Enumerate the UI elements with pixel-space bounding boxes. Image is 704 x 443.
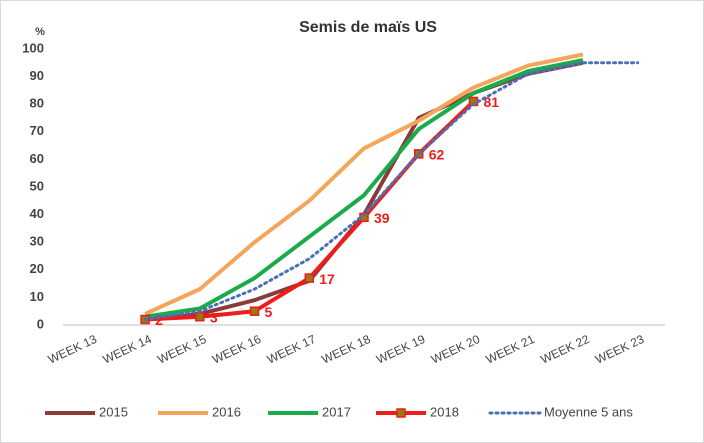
legend-label: Moyenne 5 ans xyxy=(544,404,633,419)
data-label: 39 xyxy=(374,210,390,226)
series-line xyxy=(143,61,640,321)
point-marker xyxy=(249,306,260,316)
y-tick-label: 80 xyxy=(30,96,44,111)
data-label: 17 xyxy=(319,271,335,287)
chart-title: Semis de maïs US xyxy=(299,19,437,36)
point-marker xyxy=(304,273,315,283)
y-tick-label: 10 xyxy=(30,289,44,304)
data-label: 3 xyxy=(210,309,218,325)
y-tick-label: 100 xyxy=(22,40,44,55)
y-tick-label: 60 xyxy=(30,151,44,166)
data-label: 62 xyxy=(429,147,445,163)
data-label: 81 xyxy=(483,94,499,110)
y-axis-label: % xyxy=(35,26,45,38)
legend-marker xyxy=(396,408,406,418)
point-marker xyxy=(195,311,205,322)
data-label: 2 xyxy=(155,312,163,328)
y-tick-label: 90 xyxy=(30,68,44,83)
legend-label: 2016 xyxy=(212,404,241,419)
legend-label: 2015 xyxy=(99,404,128,419)
y-tick-label: 0 xyxy=(37,316,44,331)
legend-label: 2018 xyxy=(430,404,459,419)
series-line xyxy=(144,52,584,316)
series-line xyxy=(144,58,584,319)
data-label: 5 xyxy=(265,304,273,320)
y-tick-label: 50 xyxy=(30,178,44,193)
y-tick-label: 30 xyxy=(30,234,44,249)
y-tick-label: 40 xyxy=(30,206,44,221)
y-tick-label: 70 xyxy=(30,123,44,138)
legend-label: 2017 xyxy=(322,404,351,419)
y-tick-label: 20 xyxy=(30,261,44,276)
